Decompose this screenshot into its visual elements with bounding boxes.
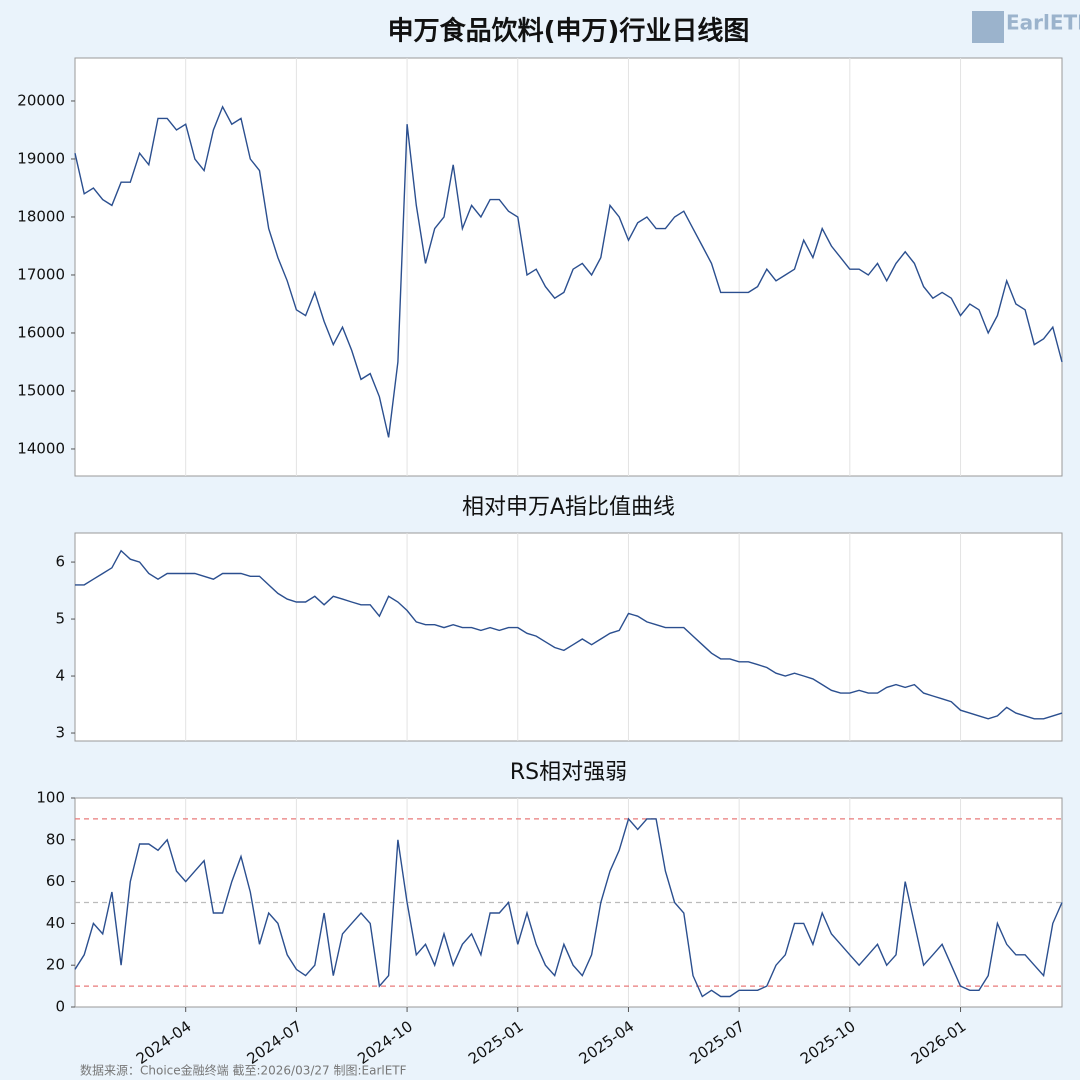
y-tick-label: 80 — [46, 830, 65, 848]
y-tick-label: 20000 — [17, 91, 65, 109]
data-line — [74, 817, 1063, 998]
y-tick-label: 15000 — [17, 381, 65, 399]
y-tick-label: 5 — [55, 610, 65, 628]
y-tick-label: 4 — [55, 667, 65, 685]
y-tick-label: 60 — [46, 872, 65, 890]
y-tick-label: 100 — [36, 789, 65, 807]
plot-area — [74, 57, 1063, 477]
plot-area — [74, 532, 1063, 742]
logo: EarlETF — [1006, 11, 1080, 35]
y-tick-label: 6 — [55, 553, 65, 571]
data-line — [74, 105, 1063, 438]
chart-title: RS相对强弱 — [510, 760, 627, 785]
chart-title: 相对申万A指比值曲线 — [462, 495, 675, 520]
y-tick-label: 3 — [55, 724, 65, 742]
logo-icon — [972, 11, 1004, 43]
y-tick-label: 20 — [46, 956, 65, 974]
y-tick-label: 16000 — [17, 323, 65, 341]
y-tick-label: 40 — [46, 914, 65, 932]
y-tick-label: 14000 — [17, 439, 65, 457]
y-tick-label: 18000 — [17, 207, 65, 225]
y-tick-label: 17000 — [17, 265, 65, 283]
data-line — [75, 549, 1063, 720]
y-tick-label: 19000 — [17, 149, 65, 167]
y-tick-label: 0 — [55, 998, 65, 1016]
chart-title: 申万食品饮料(申万)行业日线图 — [388, 16, 750, 47]
footer: 数据来源：Choice金融终端 截至:2026/03/27 制图:EarlETF — [80, 1063, 407, 1078]
